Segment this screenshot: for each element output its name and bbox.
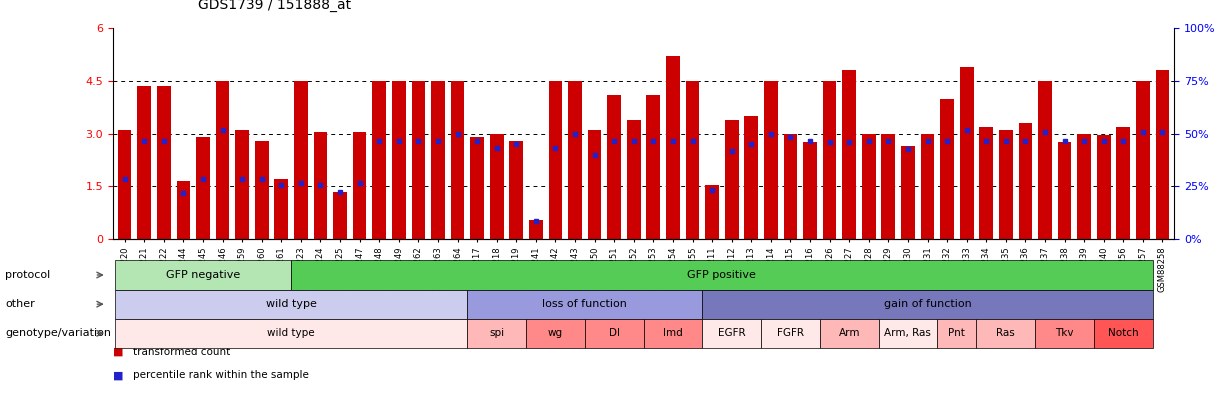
Text: GDS1739 / 151888_at: GDS1739 / 151888_at bbox=[198, 0, 351, 12]
Bar bbox=[529, 220, 542, 239]
Bar bbox=[391, 81, 406, 239]
Bar bbox=[137, 86, 151, 239]
Text: loss of function: loss of function bbox=[542, 299, 627, 309]
Bar bbox=[725, 119, 739, 239]
Bar bbox=[960, 67, 973, 239]
Bar bbox=[1156, 70, 1169, 239]
Bar bbox=[275, 179, 288, 239]
Bar bbox=[334, 192, 347, 239]
Text: ■: ■ bbox=[113, 371, 124, 380]
Bar bbox=[1097, 135, 1110, 239]
Bar bbox=[1058, 143, 1071, 239]
Bar bbox=[568, 81, 582, 239]
Bar bbox=[216, 81, 229, 239]
Bar bbox=[627, 119, 640, 239]
Text: Dl: Dl bbox=[609, 328, 620, 338]
Bar bbox=[118, 130, 131, 239]
Bar bbox=[666, 56, 680, 239]
Bar bbox=[1136, 81, 1150, 239]
Text: wild type: wild type bbox=[267, 328, 315, 338]
Bar bbox=[999, 130, 1012, 239]
Bar bbox=[881, 134, 896, 239]
Text: other: other bbox=[5, 299, 34, 309]
Bar bbox=[157, 86, 171, 239]
Text: wg: wg bbox=[548, 328, 563, 338]
Text: GFP negative: GFP negative bbox=[166, 270, 240, 280]
Text: transformed count: transformed count bbox=[133, 347, 229, 357]
Bar bbox=[1117, 127, 1130, 239]
Bar bbox=[314, 132, 328, 239]
Bar bbox=[1038, 81, 1052, 239]
Bar bbox=[920, 134, 934, 239]
Bar bbox=[647, 95, 660, 239]
Bar bbox=[764, 81, 778, 239]
Bar bbox=[236, 130, 249, 239]
Text: Imd: Imd bbox=[663, 328, 682, 338]
Bar bbox=[255, 141, 269, 239]
Bar bbox=[979, 127, 993, 239]
Bar bbox=[706, 185, 719, 239]
Bar bbox=[588, 130, 601, 239]
Bar bbox=[940, 98, 953, 239]
Text: EGFR: EGFR bbox=[718, 328, 746, 338]
Text: GFP positive: GFP positive bbox=[687, 270, 756, 280]
Text: Ras: Ras bbox=[996, 328, 1015, 338]
Bar bbox=[686, 81, 699, 239]
Bar bbox=[861, 134, 876, 239]
Bar bbox=[1018, 123, 1032, 239]
Text: gain of function: gain of function bbox=[883, 299, 972, 309]
Bar bbox=[745, 116, 758, 239]
Bar bbox=[372, 81, 387, 239]
Text: Tkv: Tkv bbox=[1055, 328, 1074, 338]
Text: wild type: wild type bbox=[265, 299, 317, 309]
Bar bbox=[196, 137, 210, 239]
Bar bbox=[823, 81, 837, 239]
Bar bbox=[177, 181, 190, 239]
Text: FGFR: FGFR bbox=[777, 328, 804, 338]
Bar bbox=[294, 81, 308, 239]
Bar bbox=[470, 137, 483, 239]
Text: protocol: protocol bbox=[5, 270, 50, 280]
Text: genotype/variation: genotype/variation bbox=[5, 328, 110, 338]
Text: Arm, Ras: Arm, Ras bbox=[885, 328, 931, 338]
Bar bbox=[509, 141, 523, 239]
Text: Arm: Arm bbox=[838, 328, 860, 338]
Bar bbox=[784, 134, 798, 239]
Text: ■: ■ bbox=[113, 347, 124, 357]
Text: Pnt: Pnt bbox=[948, 328, 966, 338]
Bar bbox=[490, 134, 503, 239]
Bar bbox=[804, 143, 817, 239]
Text: Notch: Notch bbox=[1108, 328, 1139, 338]
Bar bbox=[607, 95, 621, 239]
Bar bbox=[353, 132, 367, 239]
Text: percentile rank within the sample: percentile rank within the sample bbox=[133, 371, 308, 380]
Bar bbox=[1077, 134, 1091, 239]
Bar bbox=[450, 81, 464, 239]
Bar bbox=[901, 146, 915, 239]
Bar bbox=[431, 81, 445, 239]
Bar bbox=[411, 81, 426, 239]
Bar bbox=[842, 70, 856, 239]
Bar bbox=[548, 81, 562, 239]
Text: spi: spi bbox=[490, 328, 504, 338]
